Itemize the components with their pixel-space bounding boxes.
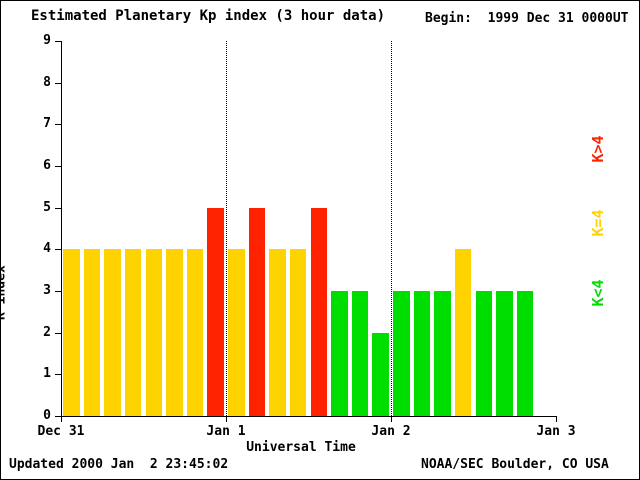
source-credit: NOAA/SEC Boulder, CO USA bbox=[421, 457, 609, 472]
y-tick-mark bbox=[55, 207, 61, 209]
x-tick-mark bbox=[556, 417, 557, 422]
y-axis-title: K index bbox=[0, 265, 9, 320]
y-tick-mark bbox=[55, 291, 61, 292]
y-tick-label: 4 bbox=[43, 241, 51, 257]
x-tick-mark bbox=[61, 417, 62, 422]
kp-bar bbox=[434, 291, 451, 416]
kp-bar bbox=[413, 291, 431, 416]
x-tick-label: Dec 31 bbox=[37, 424, 85, 439]
y-tick-mark bbox=[55, 374, 61, 376]
kp-bar bbox=[331, 291, 348, 416]
x-tick-label: Jan 1 bbox=[206, 424, 246, 439]
y-tick-label: 0 bbox=[43, 408, 51, 423]
kp-bar bbox=[124, 249, 142, 416]
kp-bar bbox=[454, 249, 472, 416]
y-tick-mark bbox=[55, 82, 61, 84]
y-tick-label: 2 bbox=[43, 324, 51, 340]
kp-bar bbox=[104, 249, 121, 416]
kp-bar bbox=[269, 249, 286, 416]
y-tick-label: 5 bbox=[43, 199, 51, 215]
kp-bar bbox=[207, 207, 224, 416]
x-tick-mark bbox=[391, 417, 392, 422]
day-divider-line bbox=[226, 41, 227, 416]
kp-bar bbox=[248, 207, 266, 416]
kp-bar bbox=[83, 249, 101, 416]
begin-timestamp: Begin: 1999 Dec 31 0000UT bbox=[425, 11, 629, 26]
y-tick-label: 9 bbox=[43, 33, 51, 48]
kp-bar bbox=[516, 291, 534, 416]
legend-item: K>4 bbox=[589, 135, 607, 163]
kp-bar bbox=[145, 249, 163, 416]
kp-bar bbox=[166, 249, 183, 416]
legend-item: K=4 bbox=[589, 209, 607, 237]
kp-bar bbox=[496, 291, 513, 416]
kp-bar bbox=[372, 332, 389, 416]
y-tick-mark bbox=[55, 124, 61, 126]
x-tick-label: Jan 2 bbox=[371, 424, 411, 439]
y-tick-label: 3 bbox=[43, 283, 51, 298]
kp-bar bbox=[393, 291, 410, 416]
chart-title: Estimated Planetary Kp index (3 hour dat… bbox=[31, 8, 386, 24]
updated-timestamp: Updated 2000 Jan 2 23:45:02 bbox=[9, 457, 229, 472]
kp-bar bbox=[351, 291, 369, 416]
kp-bar bbox=[186, 249, 204, 416]
y-tick-label: 1 bbox=[43, 366, 51, 382]
y-tick-mark bbox=[55, 41, 61, 42]
legend-item: K<4 bbox=[589, 279, 607, 307]
x-axis-line bbox=[61, 416, 557, 417]
y-tick-label: 7 bbox=[43, 116, 51, 132]
x-tick-label: Jan 3 bbox=[536, 424, 576, 439]
y-tick-label: 8 bbox=[43, 74, 51, 90]
day-divider-line bbox=[391, 41, 392, 416]
x-tick-mark bbox=[226, 417, 227, 422]
y-tick-mark bbox=[55, 166, 61, 167]
y-tick-mark bbox=[55, 416, 61, 417]
kp-bar bbox=[289, 249, 307, 416]
y-tick-mark bbox=[55, 332, 61, 334]
kp-bar bbox=[310, 207, 328, 416]
kp-bar bbox=[475, 291, 493, 416]
kp-bar bbox=[228, 249, 245, 416]
y-axis-line bbox=[61, 41, 62, 417]
y-tick-label: 6 bbox=[43, 158, 51, 173]
y-tick-mark bbox=[55, 249, 61, 251]
kp-bar bbox=[63, 249, 80, 416]
x-axis-title: Universal Time bbox=[246, 440, 356, 455]
